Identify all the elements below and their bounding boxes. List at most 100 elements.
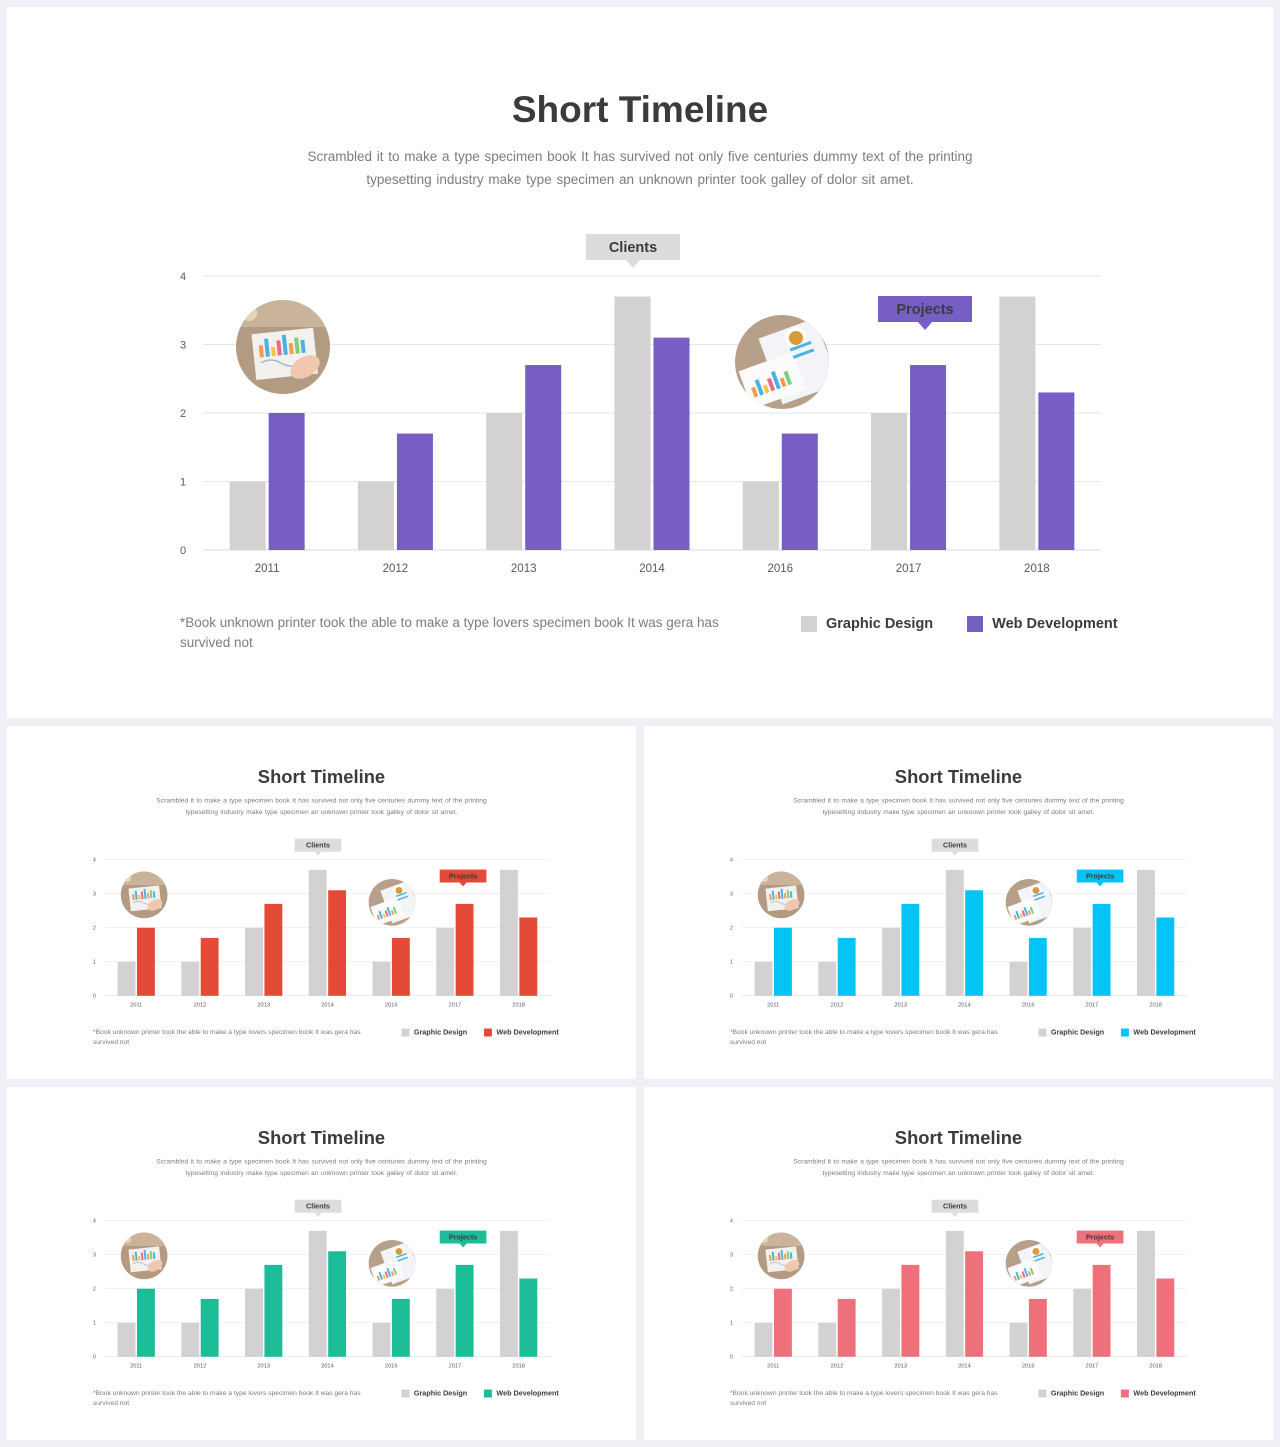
bar-graphic-design-2014 [945, 1230, 964, 1357]
x-tick-label: 2017 [449, 1003, 462, 1009]
bar-web-development-2016 [391, 937, 410, 996]
bar-web-development-2017 [910, 365, 947, 550]
bar-web-development-2013 [264, 1264, 283, 1357]
bar-web-development-2013 [901, 903, 920, 996]
y-tick-label: 1 [180, 477, 186, 489]
bar-graphic-design-2011 [117, 1322, 136, 1357]
x-tick-label: 2016 [1022, 1003, 1035, 1009]
slide-subtitle: Scrambled it to make a type specimen boo… [793, 796, 1124, 816]
bar-graphic-design-2011 [754, 1322, 773, 1357]
bar-chart: 0 1 2 3 4 2011 2012 2013 2014 2016 2017 2018 Clients… [93, 838, 551, 1009]
analytics-photo-hand-icon [120, 1232, 168, 1280]
slide-thumbnail-red[interactable]: Short Timeline Scrambled it to make a ty… [7, 726, 636, 1079]
legend-item-graphic-design: Graphic Design [401, 1028, 468, 1037]
analytics-photo-desk-icon [1005, 879, 1053, 926]
bar-graphic-design-2018 [1137, 869, 1155, 996]
legend-swatch-graphic-design [401, 1028, 410, 1037]
slide-title: Short Timeline [257, 1127, 386, 1149]
callout-projects-label: Projects [1086, 872, 1114, 881]
x-tick-label: 2012 [194, 1003, 207, 1009]
bar-web-development-2016 [391, 1298, 410, 1357]
legend-swatch-web-development [484, 1389, 492, 1398]
y-tick-label: 1 [730, 1321, 733, 1327]
analytics-photo-hand-icon [757, 871, 805, 919]
bar-web-development-2011 [773, 927, 792, 996]
analytics-photo-hand-icon [757, 1232, 805, 1280]
slide-title: Short Timeline [894, 766, 1023, 788]
bar-graphic-design-2016 [1009, 1322, 1028, 1357]
callout-projects: Projects [439, 869, 487, 887]
x-tick-label: 2016 [1022, 1364, 1035, 1370]
slide-thumbnail-green[interactable]: Short Timeline Scrambled it to make a ty… [7, 1087, 636, 1440]
bars: 2011 2012 2013 2014 2016 2017 2018 [117, 1230, 538, 1370]
legend-label-graphic-design: Graphic Design [413, 1028, 468, 1037]
grid: 0 1 2 3 4 [730, 858, 1188, 1000]
x-tick-label: 2014 [639, 563, 665, 575]
x-tick-label: 2013 [894, 1003, 907, 1009]
slide-canvas: Short Timeline Scrambled it to make a ty… [7, 7, 1273, 718]
slide-title: Short Timeline [511, 89, 769, 130]
bar-web-development-2013 [264, 903, 283, 996]
bars: 2011 2012 2013 2014 2016 2017 2018 [754, 1230, 1175, 1370]
callout-projects-label: Projects [449, 872, 477, 881]
y-tick-label: 1 [93, 960, 96, 966]
bar-web-development-2017 [1092, 903, 1111, 996]
legend-swatch-graphic-design [401, 1389, 410, 1398]
callout-clients-pointer [314, 851, 322, 856]
legend-label-web-development: Web Development [992, 616, 1118, 632]
bar-web-development-2012 [396, 433, 433, 550]
callout-clients-pointer [626, 260, 640, 268]
y-tick-label: 4 [730, 858, 733, 864]
bar-graphic-design-2012 [818, 1322, 837, 1357]
analytics-photo-hand-icon [236, 300, 330, 394]
bar-graphic-design-2016 [1009, 961, 1028, 996]
legend-swatch-web-development [484, 1028, 492, 1037]
legend-label-web-development: Web Development [1133, 1389, 1196, 1398]
callout-projects-pointer [1096, 1243, 1104, 1248]
bar-graphic-design-2017 [1073, 927, 1092, 996]
bar-web-development-2018 [1156, 1278, 1175, 1357]
slide-main[interactable]: Short Timeline Scrambled it to make a ty… [7, 7, 1273, 718]
x-tick-label: 2012 [831, 1003, 844, 1009]
slide-subtitle: Scrambled it to make a type specimen boo… [793, 1157, 1124, 1177]
slide-thumbnail-pink[interactable]: Short Timeline Scrambled it to make a ty… [644, 1087, 1273, 1440]
bars: 2011 2012 2013 2014 2016 2017 2018 [117, 869, 538, 1009]
legend-label-web-development: Web Development [496, 1028, 559, 1037]
callout-clients-label: Clients [943, 841, 967, 850]
bar-web-development-2017 [1092, 1264, 1111, 1357]
callout-projects-box [878, 296, 972, 322]
bar-graphic-design-2018 [500, 869, 518, 996]
slide-canvas: Short Timeline Scrambled it to make a ty… [7, 1087, 636, 1440]
x-tick-label: 2014 [958, 1364, 971, 1370]
bar-graphic-design-2018 [999, 296, 1036, 550]
legend-swatch-web-development [1121, 1389, 1129, 1398]
bar-web-development-2016 [781, 433, 818, 550]
bar-web-development-2012 [200, 937, 219, 996]
bar-chart: 0 1 2 3 4 2011 2012 2013 2014 2016 2017 2018 Clients… [730, 838, 1188, 1009]
bar-web-development-2014 [653, 337, 690, 550]
x-tick-label: 2018 [512, 1003, 525, 1009]
legend-label-graphic-design: Graphic Design [413, 1389, 468, 1398]
legend-swatch-web-development [967, 616, 984, 632]
x-tick-label: 2018 [1024, 563, 1050, 575]
callout-projects-label: Projects [896, 302, 953, 318]
x-tick-label: 2012 [831, 1364, 844, 1370]
y-tick-label: 2 [93, 926, 96, 932]
bar-web-development-2016 [1028, 1298, 1047, 1357]
y-tick-label: 3 [93, 892, 96, 898]
bar-chart: 0 1 2 3 4 2011 2012 2013 2014 2016 2017 2018 Clients… [93, 1199, 551, 1370]
bar-web-development-2018 [1156, 917, 1175, 996]
bar-graphic-design-2017 [436, 927, 455, 996]
slide-title: Short Timeline [257, 766, 386, 788]
grid: 0 1 2 3 4 [180, 271, 1101, 557]
callout-clients-box [586, 234, 680, 260]
bar-chart: 0 1 2 3 4 2011 2012 2013 2014 2016 2017 2018 Clients… [180, 234, 1101, 575]
callout-clients: Clients [931, 838, 979, 856]
slide-thumbnail-blue[interactable]: Short Timeline Scrambled it to make a ty… [644, 726, 1273, 1079]
bar-graphic-design-2016 [372, 1322, 391, 1357]
x-tick-label: 2017 [1086, 1364, 1099, 1370]
bar-web-development-2011 [773, 1288, 792, 1357]
bars: 2011 2012 2013 2014 2016 2017 2018 [229, 296, 1075, 575]
callout-clients-box [931, 1199, 979, 1213]
y-tick-label: 4 [93, 1219, 96, 1225]
